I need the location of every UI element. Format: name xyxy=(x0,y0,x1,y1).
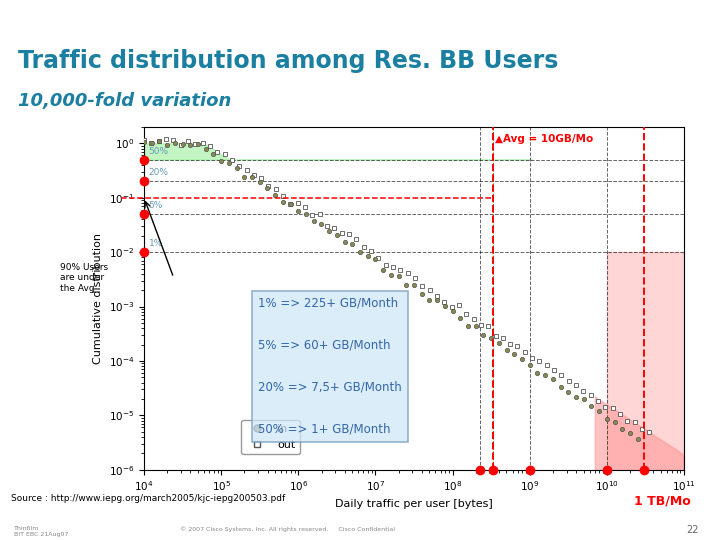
Legend: in, out: in, out xyxy=(241,420,300,454)
Text: Traffic distribution among Res. BB Users: Traffic distribution among Res. BB Users xyxy=(18,49,559,73)
in xyxy=(263,185,271,191)
out xyxy=(645,429,654,435)
X-axis label: Daily traffic per user [bytes]: Daily traffic per user [bytes] xyxy=(335,499,493,509)
Text: 90% Users
are under
the Avg: 90% Users are under the Avg xyxy=(60,263,109,293)
in xyxy=(618,426,626,432)
Text: © 2007 Cisco Systems, Inc. All rights reserved.     Cisco Confidential: © 2007 Cisco Systems, Inc. All rights re… xyxy=(180,526,395,532)
Text: Thinfilm
BIT EBC 21Aug07: Thinfilm BIT EBC 21Aug07 xyxy=(14,526,69,537)
in xyxy=(634,436,642,442)
Text: ▲Avg = 10GB/Mo: ▲Avg = 10GB/Mo xyxy=(495,134,594,144)
in xyxy=(294,208,302,214)
in xyxy=(140,139,148,145)
out xyxy=(579,388,588,394)
in xyxy=(402,282,410,288)
Text: 1% => 225+ GB/Month

5% => 60+ GB/Month

20% => 7,5+ GB/Month

50% => 1+ GB/Mont: 1% => 225+ GB/Month 5% => 60+ GB/Month 2… xyxy=(258,297,402,436)
Text: 22: 22 xyxy=(686,524,698,535)
Line: in: in xyxy=(142,139,640,441)
out xyxy=(140,137,148,143)
Text: 10,000-fold variation: 10,000-fold variation xyxy=(18,92,231,110)
out xyxy=(162,136,171,142)
Text: 5%: 5% xyxy=(149,201,163,210)
Text: 20%: 20% xyxy=(149,168,168,178)
out xyxy=(213,148,222,155)
Text: Source : http://www.iepg.org/march2005/kjc-iepg200503.pdf: Source : http://www.iepg.org/march2005/k… xyxy=(11,494,285,503)
Line: out: out xyxy=(142,137,652,434)
out xyxy=(426,287,434,293)
Text: 1%: 1% xyxy=(149,239,163,248)
Y-axis label: Cumulative distribution: Cumulative distribution xyxy=(93,233,103,364)
out xyxy=(301,204,310,211)
Text: 50%: 50% xyxy=(149,147,168,156)
in xyxy=(155,138,163,145)
Text: 1 TB/Mo: 1 TB/Mo xyxy=(634,494,690,507)
in xyxy=(572,394,580,401)
out xyxy=(572,382,580,389)
in xyxy=(356,248,364,255)
out xyxy=(264,183,273,189)
